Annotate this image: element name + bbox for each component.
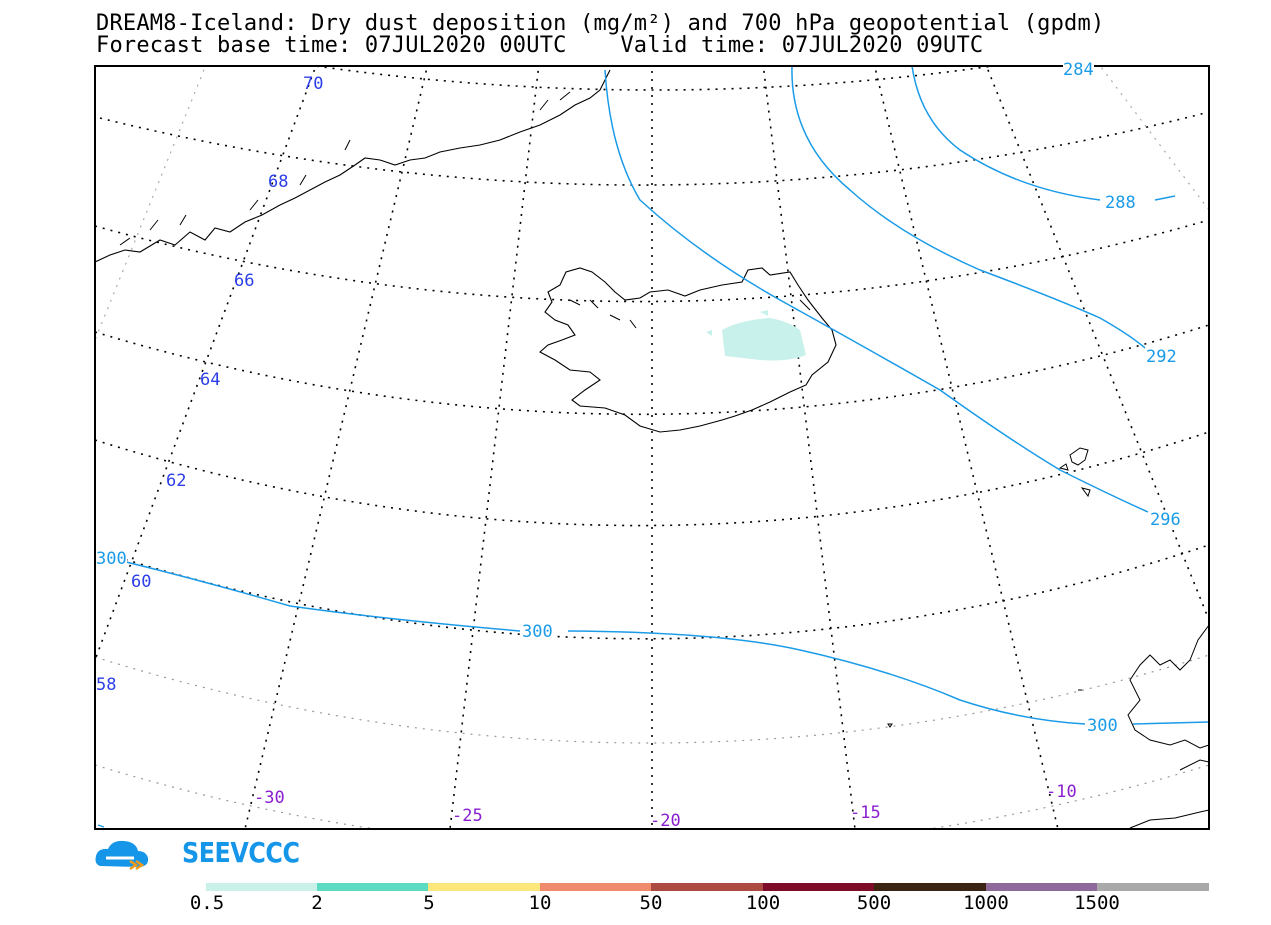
lat-line-58 (95, 654, 1209, 744)
lat-line-60 (95, 544, 1209, 640)
cloud-logo-icon (95, 840, 149, 871)
lon-label: -30 (254, 788, 285, 808)
contour-292 (791, 66, 1146, 349)
colorbar-label: 1000 (963, 892, 1009, 914)
geopotential-contours (117, 66, 1209, 725)
colorbar-swatch (428, 883, 540, 891)
colorbar-swatch (1097, 883, 1209, 891)
lat-line-68 (99, 111, 1209, 186)
lon-line-15 (762, 66, 856, 829)
contour-label: 300 (522, 622, 553, 642)
contour-label: 300 (96, 549, 127, 569)
lon-label: -25 (452, 806, 483, 826)
colorbar-swatch (874, 883, 986, 891)
lon-line-5 (985, 66, 1209, 621)
contour-296 (604, 69, 1149, 513)
lat-line-66 (95, 219, 1209, 303)
colorbar-swatch (540, 883, 651, 891)
colorbar-swatch (206, 883, 317, 891)
colorbar-label: 5 (423, 892, 435, 914)
lat-line-56 (95, 764, 1209, 829)
iceland-outline (539, 267, 837, 433)
lat-line-62 (95, 431, 1209, 527)
colorbar-swatch (763, 883, 874, 891)
lat-label: 64 (200, 370, 221, 390)
lat-label: 68 (268, 172, 289, 192)
colorbar-swatch (317, 883, 428, 891)
map-frame (94, 65, 1210, 830)
lat-line-64 (95, 324, 1209, 416)
map-subtitle: Forecast base time: 07JUL2020 00UTC Vali… (96, 33, 984, 58)
colorbar-label: 2 (311, 892, 323, 914)
contour-label: 292 (1146, 347, 1177, 367)
colorbar-label: 50 (639, 892, 663, 914)
colorbar-label: 1500 (1074, 892, 1120, 914)
contour-label: 300 (1087, 716, 1118, 736)
lon-label: -20 (650, 811, 681, 831)
dust-area (706, 310, 806, 361)
lat-label: 58 (96, 675, 117, 695)
map-title: DREAM8-Iceland: Dry dust deposition (mg/… (96, 11, 1105, 36)
colorbar-swatch (651, 883, 763, 891)
colorbar-label: 500 (856, 892, 892, 914)
contour-300-a (117, 559, 1209, 725)
contour-label: 284 (1063, 60, 1094, 80)
lat-label: 70 (303, 74, 324, 94)
colorbar-label: 0.5 (189, 892, 225, 914)
lon-line-35 (95, 66, 317, 661)
faroe-islands (1058, 447, 1091, 498)
coastlines (95, 69, 1209, 829)
contour-label: 296 (1150, 510, 1181, 530)
lon-line-25 (449, 66, 540, 829)
lat-label: 60 (131, 572, 152, 592)
colorbar-label: 100 (745, 892, 781, 914)
greenland-coast (95, 69, 611, 263)
colorbar-swatch (986, 883, 1097, 891)
lat-label: 62 (166, 471, 187, 491)
graticule (95, 66, 1209, 829)
lat-line-70 (310, 66, 998, 91)
lon-line-10 (873, 66, 1059, 829)
lon-label: -10 (1046, 782, 1077, 802)
contour-label: 288 (1105, 193, 1136, 213)
contour-288 (911, 66, 1176, 201)
scotland-coast (1127, 624, 1209, 829)
logo-text: SEEVCCC (182, 836, 300, 869)
lon-label: -15 (850, 803, 881, 823)
colorbar-label: 10 (528, 892, 552, 914)
lat-label: 66 (234, 271, 255, 291)
